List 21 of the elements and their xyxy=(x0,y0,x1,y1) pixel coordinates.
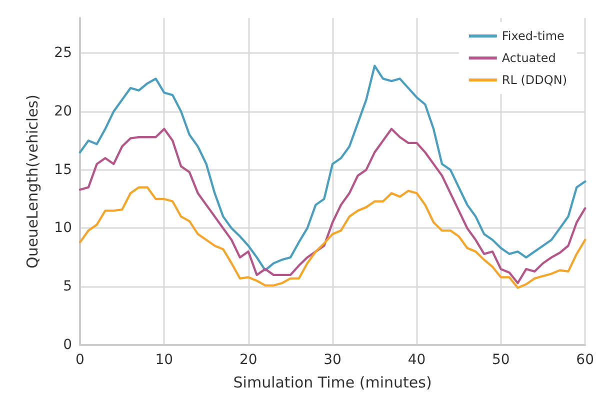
y-tick-label: 5 xyxy=(63,278,72,295)
y-tick-label: 20 xyxy=(54,103,72,120)
line-series xyxy=(78,128,586,284)
x-tick-label: 60 xyxy=(576,352,594,368)
x-tick-label: 20 xyxy=(239,352,258,368)
x-tick-label: 40 xyxy=(408,352,426,368)
legend-label: RL (DDQN) xyxy=(502,73,568,87)
line-series xyxy=(78,64,586,272)
x-tick-label: 30 xyxy=(324,352,342,368)
y-tick-label: 10 xyxy=(54,220,72,236)
legend-label: Actuated xyxy=(502,51,556,65)
x-axis-title: Simulation Time (minutes) xyxy=(233,374,432,392)
y-axis-title: QueueLength(vehicles) xyxy=(24,94,42,268)
y-tick-label: 15 xyxy=(54,162,72,178)
y-tick-label: 0 xyxy=(63,337,72,353)
x-tick-label: 50 xyxy=(492,352,510,368)
legend-label: Fixed-time xyxy=(502,29,564,43)
y-tick-label: 25 xyxy=(54,45,72,62)
x-tick-label: 0 xyxy=(76,352,84,368)
line-series xyxy=(78,186,586,289)
x-tick-label: 10 xyxy=(155,352,174,368)
